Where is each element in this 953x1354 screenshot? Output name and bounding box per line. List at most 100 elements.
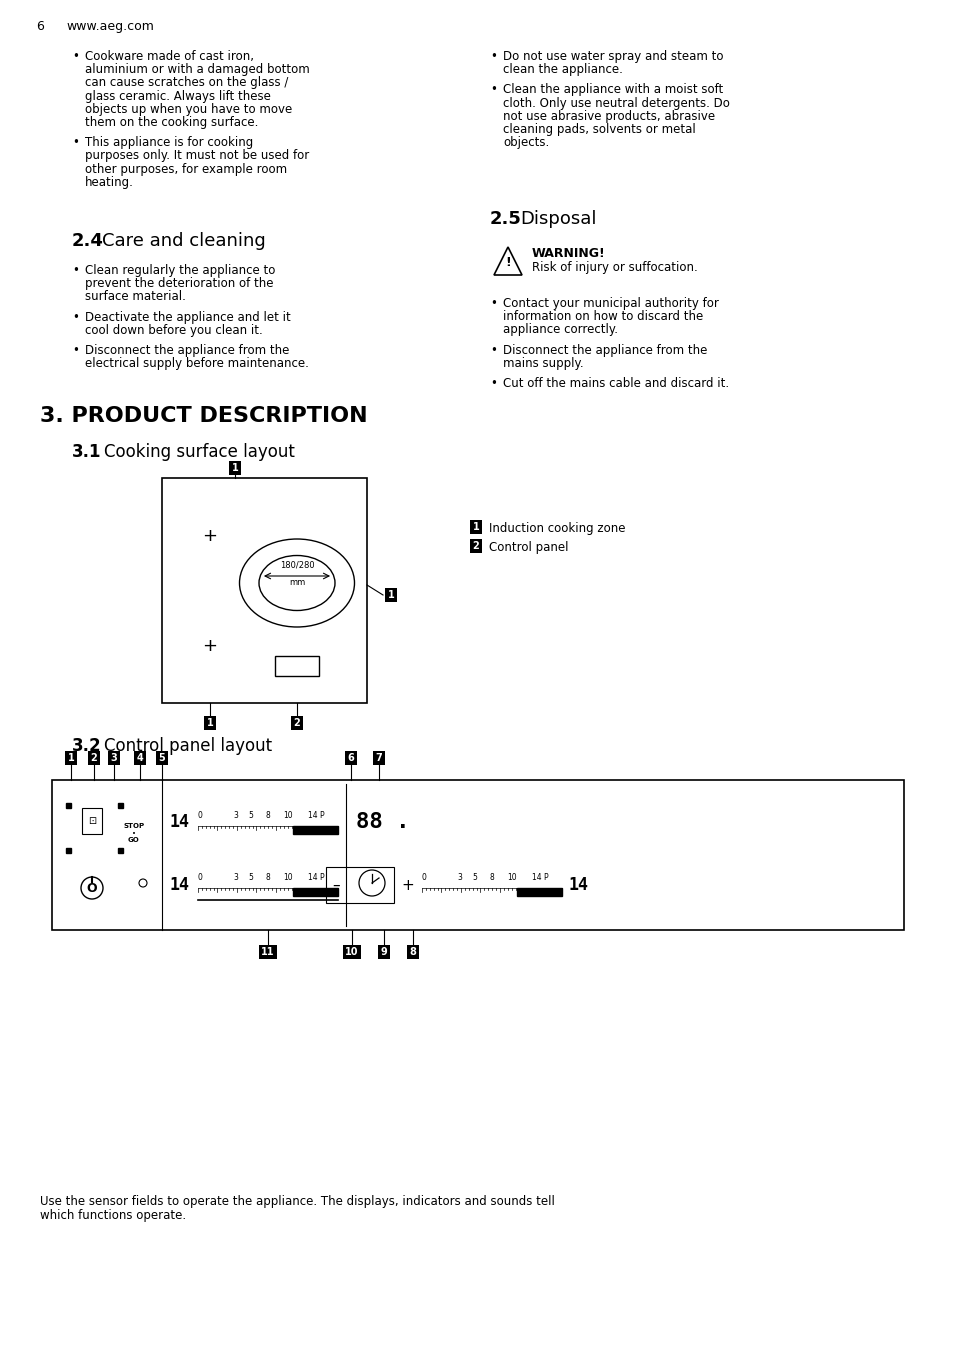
Text: cleaning pads, solvents or metal: cleaning pads, solvents or metal bbox=[502, 123, 695, 135]
Text: Induction cooking zone: Induction cooking zone bbox=[489, 523, 625, 535]
Text: mm: mm bbox=[289, 578, 305, 588]
Text: 1: 1 bbox=[207, 718, 213, 728]
Text: 8: 8 bbox=[266, 811, 271, 821]
Bar bbox=[274, 655, 318, 676]
Text: 0: 0 bbox=[421, 873, 426, 881]
Text: •: • bbox=[490, 297, 497, 310]
Text: appliance correctly.: appliance correctly. bbox=[502, 324, 618, 336]
Text: 3: 3 bbox=[456, 873, 461, 881]
Text: 10: 10 bbox=[506, 873, 517, 881]
Text: •: • bbox=[490, 84, 497, 96]
Text: 0: 0 bbox=[198, 811, 203, 821]
Text: •: • bbox=[490, 50, 497, 64]
Text: glass ceramic. Always lift these: glass ceramic. Always lift these bbox=[85, 89, 271, 103]
Text: Clean the appliance with a moist soft: Clean the appliance with a moist soft bbox=[502, 84, 722, 96]
Text: 5: 5 bbox=[158, 753, 165, 764]
Text: objects up when you have to move: objects up when you have to move bbox=[85, 103, 292, 116]
Text: 10: 10 bbox=[283, 873, 293, 881]
Text: •: • bbox=[71, 310, 79, 324]
Text: 5: 5 bbox=[248, 873, 253, 881]
Text: 88 .: 88 . bbox=[355, 812, 409, 831]
Text: can cause scratches on the glass /: can cause scratches on the glass / bbox=[85, 76, 288, 89]
Text: •: • bbox=[132, 831, 136, 837]
Text: Control panel: Control panel bbox=[489, 542, 568, 554]
Text: 7: 7 bbox=[375, 753, 382, 764]
Text: Cooking surface layout: Cooking surface layout bbox=[104, 443, 294, 460]
Text: Care and cleaning: Care and cleaning bbox=[102, 232, 266, 250]
Text: Cookware made of cast iron,: Cookware made of cast iron, bbox=[85, 50, 253, 64]
Text: •: • bbox=[490, 344, 497, 356]
Text: 5: 5 bbox=[248, 811, 253, 821]
Text: cool down before you clean it.: cool down before you clean it. bbox=[85, 324, 262, 337]
Text: Use the sensor fields to operate the appliance. The displays, indicators and sou: Use the sensor fields to operate the app… bbox=[40, 1196, 555, 1208]
Bar bbox=[118, 803, 123, 808]
Bar bbox=[293, 888, 337, 896]
Text: Do not use water spray and steam to: Do not use water spray and steam to bbox=[502, 50, 722, 64]
Text: 3: 3 bbox=[111, 753, 117, 764]
Text: +: + bbox=[202, 527, 217, 546]
Text: information on how to discard the: information on how to discard the bbox=[502, 310, 702, 324]
Text: 10: 10 bbox=[345, 946, 358, 957]
Text: 14 P: 14 P bbox=[532, 873, 548, 881]
Text: 2: 2 bbox=[294, 718, 300, 728]
Text: •: • bbox=[71, 264, 79, 278]
Text: heating.: heating. bbox=[85, 176, 133, 188]
Text: aluminium or with a damaged bottom: aluminium or with a damaged bottom bbox=[85, 64, 310, 76]
Text: Risk of injury or suffocation.: Risk of injury or suffocation. bbox=[532, 261, 697, 274]
Text: 14: 14 bbox=[568, 876, 588, 894]
Text: 1: 1 bbox=[68, 753, 74, 764]
Text: 3.2: 3.2 bbox=[71, 737, 102, 756]
Text: 0: 0 bbox=[198, 873, 203, 881]
Text: This appliance is for cooking: This appliance is for cooking bbox=[85, 137, 253, 149]
Bar bbox=[66, 848, 71, 853]
Text: 9: 9 bbox=[380, 946, 387, 957]
Text: clean the appliance.: clean the appliance. bbox=[502, 64, 622, 76]
Text: +: + bbox=[202, 636, 217, 655]
Text: 14 P: 14 P bbox=[308, 811, 324, 821]
Text: •: • bbox=[71, 137, 79, 149]
Bar bbox=[52, 780, 903, 930]
Text: 3: 3 bbox=[233, 873, 237, 881]
Text: 8: 8 bbox=[266, 873, 271, 881]
Text: 14 P: 14 P bbox=[308, 873, 324, 881]
Text: 11: 11 bbox=[261, 946, 274, 957]
Text: Disposal: Disposal bbox=[519, 210, 596, 227]
Text: electrical supply before maintenance.: electrical supply before maintenance. bbox=[85, 357, 309, 370]
Text: 6: 6 bbox=[36, 20, 44, 32]
Text: 3.1: 3.1 bbox=[71, 443, 101, 460]
Bar bbox=[118, 848, 123, 853]
Text: !: ! bbox=[504, 256, 511, 269]
Text: not use abrasive products, abrasive: not use abrasive products, abrasive bbox=[502, 110, 715, 123]
Text: 3. PRODUCT DESCRIPTION: 3. PRODUCT DESCRIPTION bbox=[40, 406, 367, 427]
Text: 14: 14 bbox=[170, 812, 190, 831]
Text: 14: 14 bbox=[170, 876, 190, 894]
Text: 3: 3 bbox=[233, 811, 237, 821]
Text: Disconnect the appliance from the: Disconnect the appliance from the bbox=[85, 344, 289, 357]
Text: other purposes, for example room: other purposes, for example room bbox=[85, 162, 287, 176]
Text: 6: 6 bbox=[347, 753, 354, 764]
Bar bbox=[82, 808, 102, 834]
Text: O: O bbox=[87, 881, 97, 895]
Text: WARNING!: WARNING! bbox=[532, 246, 605, 260]
Bar bbox=[293, 826, 337, 834]
Text: 10: 10 bbox=[283, 811, 293, 821]
Text: which functions operate.: which functions operate. bbox=[40, 1209, 186, 1223]
Text: 1: 1 bbox=[232, 463, 238, 473]
Text: •: • bbox=[490, 376, 497, 390]
Text: –: – bbox=[332, 877, 339, 892]
Text: Cut off the mains cable and discard it.: Cut off the mains cable and discard it. bbox=[502, 376, 728, 390]
Text: STOP: STOP bbox=[123, 823, 145, 829]
Text: 2: 2 bbox=[472, 542, 478, 551]
Text: Clean regularly the appliance to: Clean regularly the appliance to bbox=[85, 264, 275, 278]
Bar bbox=[66, 803, 71, 808]
Text: 1: 1 bbox=[472, 523, 478, 532]
Text: 2: 2 bbox=[91, 753, 97, 764]
Text: 4: 4 bbox=[136, 753, 143, 764]
Text: mains supply.: mains supply. bbox=[502, 357, 583, 370]
Text: +: + bbox=[401, 877, 414, 892]
Text: objects.: objects. bbox=[502, 137, 549, 149]
Text: cloth. Only use neutral detergents. Do: cloth. Only use neutral detergents. Do bbox=[502, 96, 729, 110]
Text: •: • bbox=[71, 50, 79, 64]
Text: 8: 8 bbox=[490, 873, 495, 881]
Bar bbox=[162, 478, 367, 703]
